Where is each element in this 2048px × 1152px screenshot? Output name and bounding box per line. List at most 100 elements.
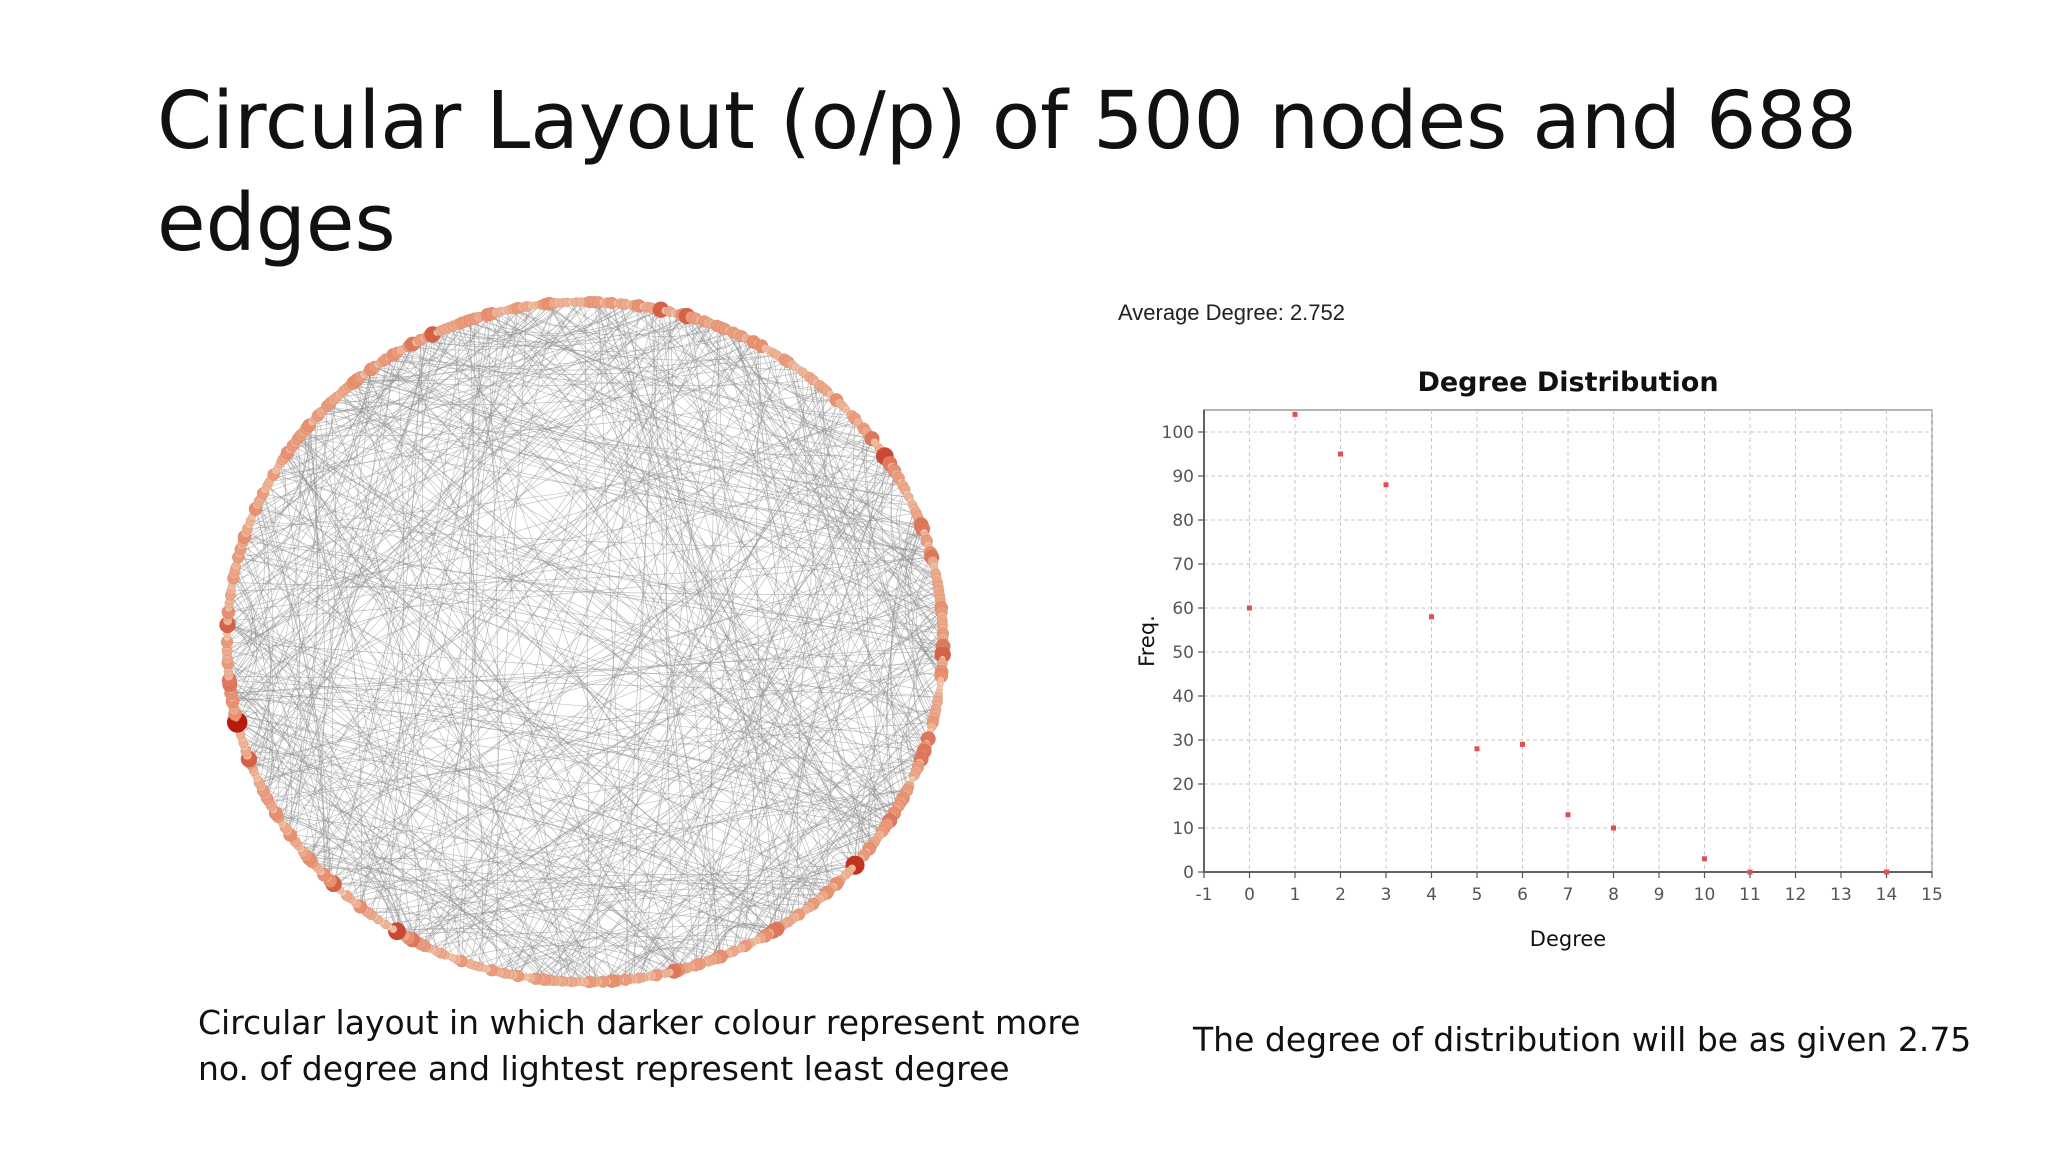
network-edge bbox=[323, 455, 886, 875]
network-edge bbox=[330, 344, 413, 404]
network-edge bbox=[287, 425, 318, 832]
network-edge bbox=[290, 834, 770, 934]
x-tick-label: 10 bbox=[1694, 885, 1716, 905]
x-tick-label: 3 bbox=[1381, 885, 1392, 905]
network-edge bbox=[905, 675, 942, 772]
network-edge bbox=[250, 508, 274, 764]
network-edge bbox=[327, 758, 922, 879]
network-edge bbox=[875, 790, 908, 828]
network-edge bbox=[330, 441, 875, 882]
x-tick-label: -1 bbox=[1196, 885, 1213, 905]
x-tick-label: 9 bbox=[1654, 885, 1665, 905]
network-edge bbox=[491, 801, 901, 971]
network-edge bbox=[228, 611, 406, 936]
network-edge bbox=[374, 322, 462, 370]
network-edge bbox=[867, 449, 893, 817]
network-edge bbox=[346, 388, 922, 526]
data-point bbox=[1429, 614, 1434, 620]
network-edge bbox=[303, 851, 595, 983]
network-edge bbox=[233, 548, 259, 579]
network-edge bbox=[235, 713, 840, 882]
network-edge bbox=[370, 369, 943, 656]
network-edge bbox=[290, 305, 639, 450]
network-edge bbox=[353, 874, 840, 902]
network-edge bbox=[227, 658, 331, 881]
x-tick-label: 11 bbox=[1739, 885, 1761, 905]
network-edge bbox=[306, 321, 705, 856]
network-edge bbox=[513, 308, 927, 542]
network-edge bbox=[229, 324, 458, 681]
network-edge bbox=[436, 645, 944, 952]
network-edge bbox=[306, 428, 814, 905]
network-edge bbox=[333, 879, 800, 915]
network-edge bbox=[728, 330, 942, 673]
network-edge bbox=[611, 946, 722, 982]
network-edge bbox=[812, 379, 938, 702]
network-edge bbox=[602, 948, 717, 982]
network-edge bbox=[300, 390, 827, 437]
network-edge bbox=[500, 611, 942, 973]
x-tick-label: 2 bbox=[1335, 885, 1346, 905]
network-edge bbox=[339, 393, 888, 825]
slide-title: Circular Layout (o/p) of 500 nodes and 6… bbox=[157, 75, 1857, 269]
network-edge bbox=[469, 304, 545, 334]
gridlines bbox=[1203, 410, 1933, 873]
y-tick-label: 10 bbox=[1172, 819, 1194, 839]
network-edge bbox=[226, 301, 581, 643]
network-edge bbox=[230, 688, 288, 828]
y-axis-label: Freq. bbox=[1135, 615, 1159, 667]
network-edge bbox=[271, 805, 488, 970]
network-edge bbox=[247, 528, 679, 971]
network-edge bbox=[317, 325, 454, 416]
network-edge bbox=[695, 858, 861, 966]
network-edge bbox=[227, 624, 604, 982]
network-edge bbox=[228, 512, 917, 613]
network-edge bbox=[440, 302, 563, 340]
network-edge bbox=[228, 611, 273, 799]
network-edge bbox=[241, 738, 701, 965]
network-edge bbox=[571, 302, 873, 846]
network-edge bbox=[227, 301, 586, 664]
network-edge bbox=[625, 924, 781, 981]
network-edges bbox=[226, 301, 944, 983]
network-edge bbox=[244, 536, 670, 973]
network-edge bbox=[245, 750, 523, 978]
y-tick-label: 20 bbox=[1172, 775, 1194, 795]
network-edge bbox=[408, 766, 918, 939]
network-edge bbox=[297, 438, 821, 899]
network-edge bbox=[474, 318, 936, 575]
x-tick-label: 13 bbox=[1830, 885, 1852, 905]
network-edge bbox=[634, 304, 937, 579]
network-edge bbox=[297, 844, 559, 982]
network-edge bbox=[256, 504, 331, 881]
circular-network-graph bbox=[219, 295, 952, 989]
network-edge bbox=[424, 489, 906, 947]
network-edge bbox=[389, 318, 475, 362]
network-edge bbox=[241, 544, 762, 939]
network-edge bbox=[227, 663, 280, 814]
network-edge bbox=[478, 306, 528, 967]
data-point bbox=[1702, 856, 1707, 862]
data-points bbox=[1247, 411, 1889, 875]
network-edge bbox=[339, 393, 850, 872]
network-edge bbox=[227, 620, 613, 982]
network-edge bbox=[266, 485, 774, 932]
network-edge bbox=[275, 470, 506, 974]
y-tick-label: 90 bbox=[1172, 467, 1194, 487]
network-edge bbox=[890, 470, 944, 638]
network-edge bbox=[232, 578, 269, 783]
network-edge bbox=[616, 705, 937, 981]
network-edge bbox=[367, 336, 429, 377]
x-tick-label: 12 bbox=[1785, 885, 1807, 905]
network-edge bbox=[753, 758, 922, 943]
network-edge bbox=[728, 330, 943, 656]
x-tick-label: 1 bbox=[1290, 885, 1301, 905]
network-edge bbox=[732, 332, 926, 748]
network-edge bbox=[907, 524, 938, 702]
network-edge bbox=[800, 886, 821, 907]
network-edge bbox=[517, 470, 895, 977]
network-edge bbox=[255, 508, 943, 630]
network-edge bbox=[385, 352, 404, 925]
x-tick-label: 15 bbox=[1921, 885, 1943, 905]
network-edge bbox=[227, 616, 705, 963]
